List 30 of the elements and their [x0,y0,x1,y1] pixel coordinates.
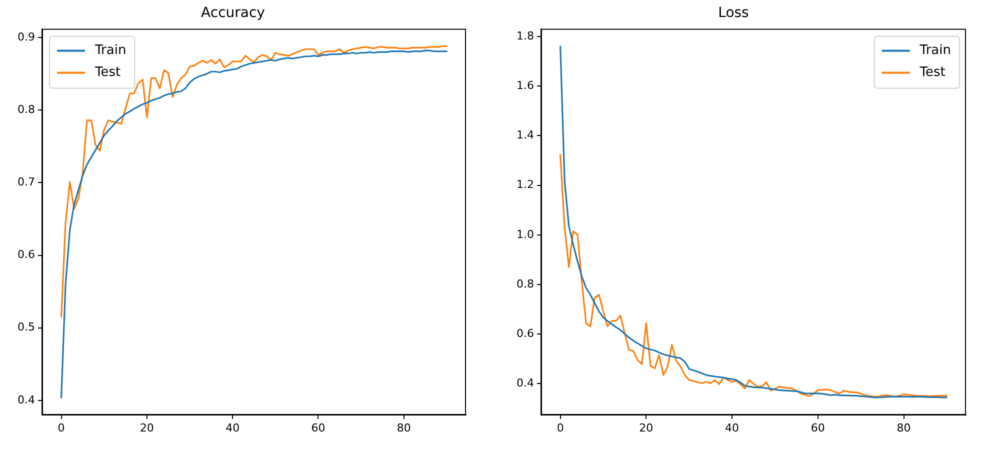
y-tick-label: 0.4 [516,376,534,390]
legend-label: Test [94,65,121,80]
x-tick-label: 60 [311,421,326,434]
y-tick-label: 0.9 [18,30,35,44]
y-tick-label: 1.8 [516,29,534,42]
x-tick-label: 80 [396,421,411,434]
chart-title: Accuracy [201,5,265,22]
legend-label: Train [94,43,126,58]
y-tick-label: 1.6 [516,78,534,92]
y-tick-label: 1.0 [516,228,534,241]
legend-label: Test [918,65,946,80]
x-tick-label: 20 [140,421,154,434]
y-tick-label: 0.8 [516,277,534,290]
x-tick-label: 60 [810,421,825,434]
y-tick-label: 0.6 [18,248,35,262]
x-tick-label: 0 [58,421,65,434]
y-tick-label: 0.8 [18,102,35,116]
x-tick-label: 40 [226,421,240,434]
y-tick-label: 1.2 [516,178,534,192]
x-tick-label: 0 [556,421,564,434]
x-tick-label: 40 [725,421,740,434]
y-tick-label: 1.4 [516,128,534,142]
y-tick-label: 0.4 [18,393,35,406]
y-tick-label: 0.6 [516,327,534,340]
chart-title: Loss [718,5,749,22]
y-tick-label: 0.7 [18,176,35,189]
y-tick-label: 0.5 [18,320,35,334]
x-tick-label: 80 [896,421,911,434]
x-tick-label: 20 [639,421,654,434]
legend-label: Train [918,43,952,58]
